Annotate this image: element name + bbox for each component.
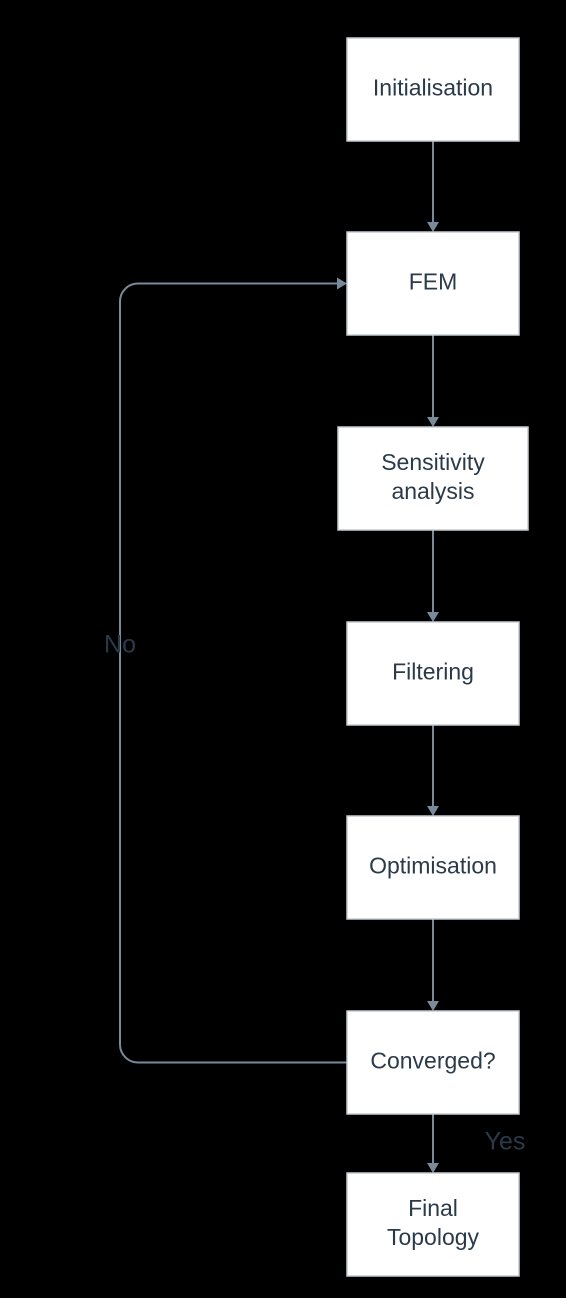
node-sens: Sensitivity analysis <box>338 427 528 530</box>
node-opt: Optimisation <box>347 816 519 919</box>
node-conv-label-0: Converged? <box>370 1048 495 1074</box>
edge-label-yes: Yes <box>485 1128 526 1156</box>
node-final-label-1: Topology <box>387 1224 480 1250</box>
node-init-label-0: Initialisation <box>373 75 493 101</box>
node-filt: Filtering <box>347 622 519 725</box>
node-final-label-0: Final <box>408 1195 458 1221</box>
node-sens-label-1: analysis <box>391 478 474 504</box>
node-sens-label-0: Sensitivity <box>381 449 485 475</box>
node-conv: Converged? <box>347 1011 519 1114</box>
flowchart-svg: Yes No Initialisation FEM Sensitivity analysi… <box>0 0 566 1298</box>
node-opt-label-0: Optimisation <box>369 853 497 879</box>
node-filt-label-0: Filtering <box>392 659 474 685</box>
node-init: Initialisation <box>347 38 519 141</box>
node-fem: FEM <box>347 232 519 335</box>
node-fem-label-0: FEM <box>409 269 458 295</box>
edge-label-no: No <box>104 631 136 659</box>
node-final: Final Topology <box>347 1173 519 1276</box>
